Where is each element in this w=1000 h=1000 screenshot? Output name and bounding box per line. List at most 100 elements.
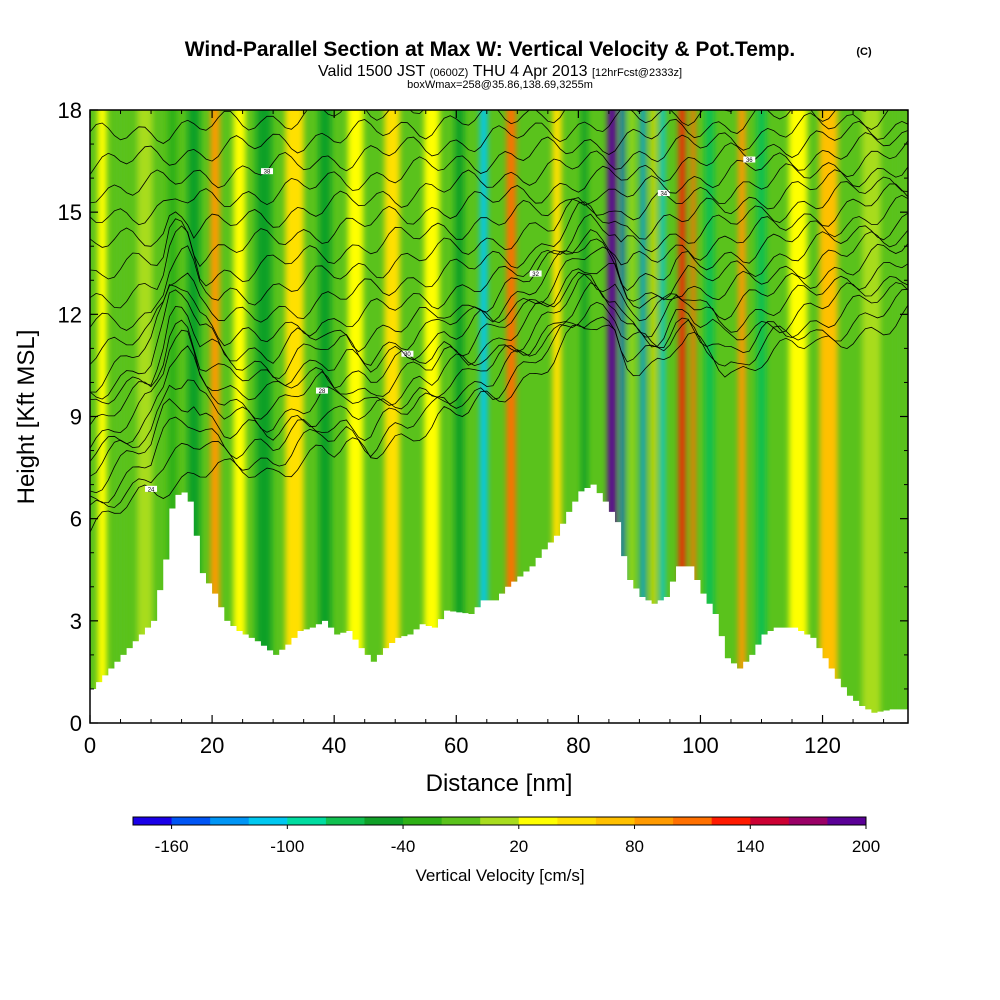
isentrope-line (90, 304, 908, 533)
isentrope-line (90, 176, 908, 393)
isentrope-label: 24 (148, 487, 155, 493)
velocity-column (233, 110, 246, 723)
colorbar-tick-label: -100 (270, 837, 304, 856)
isentrope-label-bg (529, 270, 542, 277)
x-tick-label: 20 (200, 733, 224, 758)
plot-area: 24 28 30 32 34 36 38 (90, 110, 908, 723)
isentrope-line (90, 243, 908, 462)
colorbar-swatch (788, 817, 828, 825)
isentrope-line (90, 110, 645, 175)
colorbar-swatch (325, 817, 365, 825)
isentrope-label-bg (261, 168, 274, 175)
isentrope-label: 36 (746, 158, 753, 164)
velocity-column (210, 110, 220, 723)
isentrope-line (90, 229, 908, 449)
isentrope-label-bg (657, 190, 670, 197)
velocity-column (894, 110, 904, 723)
colorbar-label: Vertical Velocity [cm/s] (415, 866, 584, 885)
y-tick-label: 6 (70, 507, 82, 532)
valid-utc: (0600Z) (430, 67, 469, 79)
colorbar-swatch (595, 817, 636, 825)
x-axis-label: Distance [nm] (426, 770, 573, 797)
velocity-column (679, 110, 686, 723)
isentrope-line (90, 110, 424, 144)
valid-date: THU 4 Apr 2013 (473, 63, 588, 80)
isentrope-line (90, 194, 908, 405)
isentrope-line (90, 212, 908, 426)
valid-prefix: Valid 1500 JST (318, 63, 426, 80)
velocity-column (690, 110, 696, 723)
colorbar-swatch (171, 817, 211, 825)
colorbar-swatch (673, 817, 713, 825)
velocity-column (756, 110, 767, 723)
isentrope-label-bg (145, 485, 158, 492)
colorbar-frame (132, 816, 867, 826)
y-axis-label: Height [Kft MSL] (13, 330, 40, 505)
isentrope-line (90, 140, 908, 331)
isentrope-line (90, 120, 908, 280)
velocity-column (384, 110, 400, 723)
chart-subtitle: Valid 1500 JST (0600Z) THU 4 Apr 2013 [1… (318, 63, 682, 80)
velocity-column (552, 110, 562, 723)
colorbar-swatch (403, 817, 443, 825)
isentrope-label: 34 (660, 192, 667, 198)
velocity-column (629, 110, 635, 723)
y-tick-label: 18 (58, 98, 82, 123)
y-tick-label: 9 (70, 405, 82, 430)
velocity-column (862, 110, 881, 723)
isentrope-line (90, 262, 908, 477)
colorbar-tick-label: 20 (509, 837, 528, 856)
velocity-column (424, 110, 440, 723)
x-tick-label: 80 (566, 733, 590, 758)
y-tick-label: 3 (70, 609, 82, 634)
colorbar-tick-label: -40 (391, 837, 416, 856)
velocity-column (738, 110, 746, 723)
colorbar-swatch (711, 817, 751, 825)
velocity-column (788, 110, 808, 723)
velocity-column (318, 110, 332, 723)
chart-title: Wind-Parallel Section at Max W: Vertical… (185, 38, 796, 61)
velocity-column (640, 110, 646, 723)
isentrope-label: 32 (532, 272, 539, 278)
velocity-column (454, 110, 464, 723)
isentrope-line (90, 275, 908, 494)
velocity-column (819, 110, 838, 723)
velocity-column (705, 110, 715, 723)
velocity-column (97, 110, 107, 723)
isentrope-label-bg (315, 387, 328, 394)
colorbar-swatch (750, 817, 790, 825)
copyright-mark: (C) (856, 46, 872, 58)
colorbar-swatch (827, 817, 867, 825)
isentrope-line (90, 166, 908, 365)
isentrope-line (90, 183, 908, 400)
forecast-info: [12hrFcst@2333z] (592, 67, 682, 79)
isentrope-line (90, 110, 734, 204)
velocity-column (620, 110, 625, 723)
velocity-column (651, 110, 656, 723)
isentrope-label-bg (743, 156, 756, 163)
x-tick-label: 0 (84, 733, 96, 758)
x-tick-label: 100 (682, 733, 719, 758)
box-info: boxWmax=258@35.86,138.69,3255m (407, 79, 593, 91)
velocity-column (115, 110, 126, 723)
isentrope-label: 38 (264, 170, 271, 176)
velocity-column (581, 110, 588, 723)
colorbar-swatch (287, 817, 327, 825)
velocity-column (607, 110, 617, 723)
colorbar-tick-label: 200 (852, 837, 880, 856)
colorbar-tick-label: 140 (736, 837, 764, 856)
colorbar: -160 -100 -40 20 80 140 200 (132, 816, 880, 856)
y-tick-label: 12 (58, 302, 82, 327)
velocity-column (660, 110, 665, 723)
velocity-column (167, 110, 177, 723)
colorbar-swatch (364, 817, 404, 825)
colorbar-swatch (441, 817, 481, 825)
colorbar-tick-label: -160 (155, 837, 189, 856)
colorbar-swatch (518, 817, 558, 825)
colorbar-tick-label: 80 (625, 837, 644, 856)
y-tick-label: 0 (70, 711, 82, 736)
colorbar-swatch (634, 817, 674, 825)
colorbar-swatch (557, 817, 597, 825)
